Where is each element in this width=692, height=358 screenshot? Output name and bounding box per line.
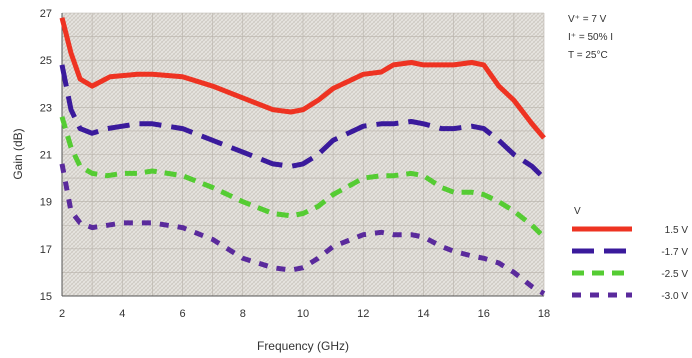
condition-temperature: T = 25°C xyxy=(568,50,608,61)
legend-label-1: 1.5 V xyxy=(665,225,689,236)
x-tick-label: 12 xyxy=(357,308,369,320)
y-tick-label: 15 xyxy=(40,291,52,303)
x-tick-label: 18 xyxy=(538,308,550,320)
legend-label-3: -2.5 V xyxy=(661,269,688,280)
x-axis-label: Frequency (GHz) xyxy=(257,339,349,353)
condition-supply-voltage: V⁺ = 7 V xyxy=(568,14,607,25)
x-tick-label: 8 xyxy=(240,308,246,320)
series-line-3 xyxy=(59,116,546,239)
legend-label-2: -1.7 V xyxy=(661,247,688,258)
y-tick-label: 17 xyxy=(40,244,52,256)
x-tick-label: 2 xyxy=(59,308,65,320)
test-conditions: V⁺ = 7 V I⁺ = 50% I T = 25°C xyxy=(568,14,613,61)
x-tick-label: 4 xyxy=(119,308,125,320)
x-tick-label: 6 xyxy=(179,308,185,320)
y-tick-label: 27 xyxy=(40,8,52,20)
x-tick-label: 14 xyxy=(417,308,429,320)
series-line-1 xyxy=(59,17,546,140)
axes xyxy=(61,13,544,297)
x-tick-labels: 2 4 6 8 10 12 14 16 18 xyxy=(59,308,550,320)
y-axis-label: Gain (dB) xyxy=(11,128,25,179)
x-tick-label: 10 xyxy=(297,308,309,320)
y-tick-label: 23 xyxy=(40,102,52,114)
legend-label-4: -3.0 V xyxy=(661,291,688,302)
x-tick-label: 16 xyxy=(478,308,490,320)
y-tick-label: 25 xyxy=(40,55,52,67)
legend: V 1.5 V -1.7 V -2.5 V -3.0 V xyxy=(572,206,688,302)
condition-current: I⁺ = 50% I xyxy=(568,32,613,43)
gridlines xyxy=(61,12,545,297)
series-layer xyxy=(59,17,546,296)
series-line-4 xyxy=(59,163,546,296)
series-line-2 xyxy=(59,64,546,180)
y-tick-label: 19 xyxy=(40,197,52,209)
legend-title: V xyxy=(574,206,581,217)
y-tick-labels: 15 17 19 21 23 25 27 xyxy=(40,8,52,303)
y-tick-label: 21 xyxy=(40,150,52,162)
